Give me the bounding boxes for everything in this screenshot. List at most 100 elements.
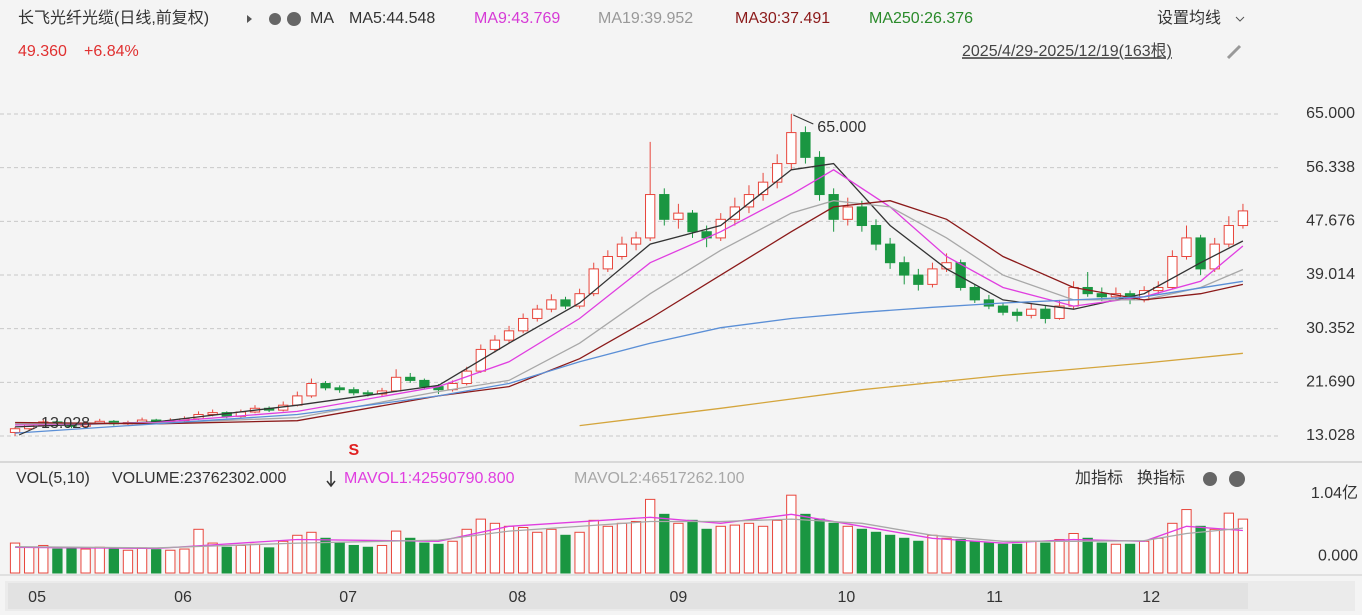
volume-bar — [814, 518, 825, 574]
volume-bar — [306, 531, 317, 574]
switch-indicator[interactable]: 换指标 — [1137, 469, 1185, 487]
volume-bar — [52, 548, 63, 574]
candle-body — [546, 299, 557, 310]
close-icon[interactable] — [287, 12, 301, 26]
volume-bar — [249, 543, 261, 574]
volume-bar — [715, 525, 726, 574]
volume-bar — [1124, 543, 1136, 574]
volume-bar — [207, 542, 218, 574]
volume-bar — [630, 521, 642, 574]
candle-body — [870, 225, 882, 245]
ma-line — [15, 162, 1244, 428]
y-tick-label: 0.000 — [1318, 547, 1358, 564]
x-tick-label: 06 — [174, 589, 192, 606]
y-tick-label: 13.028 — [1306, 427, 1355, 444]
legend-entry: MA9:43.769 — [474, 10, 560, 27]
signal-marker: S — [348, 442, 359, 459]
volume-bar — [983, 542, 995, 574]
annotation: 13.028 — [41, 415, 90, 432]
scroll-thumb[interactable] — [8, 583, 1248, 609]
ma-line — [15, 518, 1243, 549]
volume-bar — [1167, 522, 1178, 574]
volume-bar — [348, 544, 359, 574]
volume-bar — [659, 513, 670, 574]
volume-bar — [433, 543, 444, 574]
close-icon[interactable] — [1229, 471, 1245, 487]
legend-entry: MA5:44.548 — [349, 10, 435, 27]
candle-body — [772, 163, 783, 183]
volume-bar — [856, 528, 868, 574]
volume-bar — [320, 537, 331, 574]
settings-icon[interactable] — [1203, 472, 1217, 486]
candle-body — [405, 376, 416, 381]
annotation-arrow — [793, 114, 814, 125]
candle-body — [207, 412, 218, 415]
candle-body — [800, 132, 811, 158]
volume-bar — [278, 540, 289, 574]
volume-bar — [645, 498, 656, 574]
dropdown-icon[interactable] — [247, 15, 252, 23]
y-tick-label: 56.338 — [1306, 159, 1355, 176]
ma-settings[interactable]: 设置均线 — [1157, 9, 1221, 27]
volume-bar — [772, 519, 783, 574]
candle-body — [1195, 237, 1206, 270]
candle-body — [1040, 308, 1051, 319]
candle-body — [1068, 286, 1079, 307]
volume-bar — [193, 528, 204, 574]
volume-bar — [66, 547, 77, 574]
volume-bar — [362, 546, 374, 574]
legend-entry: MAVOL1:42590790.800 — [344, 470, 515, 487]
candle-body — [320, 383, 331, 389]
candle-body — [1181, 237, 1192, 257]
candle-body — [616, 243, 628, 257]
y-tick-label: 39.014 — [1306, 266, 1355, 283]
volume-bar — [151, 549, 162, 574]
volume-bar — [560, 534, 571, 574]
stock-title: 长飞光纤光缆(日线,前复权) — [18, 9, 209, 27]
add-indicator[interactable]: 加指标 — [1075, 469, 1123, 487]
volume-bar — [1153, 537, 1164, 574]
date-range[interactable]: 2025/4/29-2025/12/19(163根) — [962, 42, 1172, 60]
volume-bar — [390, 530, 402, 574]
candle-body — [729, 206, 741, 220]
volume-bar — [405, 537, 416, 574]
candle-body — [1096, 293, 1107, 298]
volume-bar — [1054, 538, 1065, 574]
ma-line — [15, 169, 1244, 426]
candle-body — [687, 212, 698, 233]
volume-bar — [1237, 518, 1249, 574]
volume-bar — [899, 537, 910, 574]
x-tick-label: 08 — [509, 589, 527, 606]
legend-entry: MA30:37.491 — [735, 10, 830, 27]
volume-bar — [687, 519, 698, 574]
volume-bar — [800, 513, 811, 574]
volume-bar — [419, 542, 430, 574]
candle-body — [659, 194, 670, 220]
volume-bar — [1110, 543, 1122, 574]
volume-bar — [786, 494, 797, 574]
settings-icon[interactable] — [269, 13, 281, 25]
candle-body — [786, 132, 797, 165]
volume-bar — [475, 518, 486, 574]
volume-bar — [221, 546, 232, 574]
candle-body — [913, 274, 924, 285]
volume-bar — [729, 524, 741, 574]
candle-body — [983, 299, 995, 307]
candle-body — [362, 392, 374, 395]
x-tick-label: 09 — [669, 589, 687, 606]
ma-line — [15, 200, 1244, 425]
candle-body — [842, 206, 853, 220]
candle-body — [517, 317, 529, 332]
volume-bar — [1026, 540, 1037, 574]
pin-icon[interactable] — [1226, 44, 1242, 60]
volume-bar — [108, 548, 120, 574]
candle-body — [602, 255, 613, 270]
vol-title: VOL(5,10) — [16, 470, 90, 487]
candle-body — [899, 262, 910, 276]
volume-bar — [292, 534, 303, 574]
volume-bar — [955, 538, 966, 574]
volume-bar — [616, 522, 628, 574]
candle-body — [955, 262, 966, 288]
